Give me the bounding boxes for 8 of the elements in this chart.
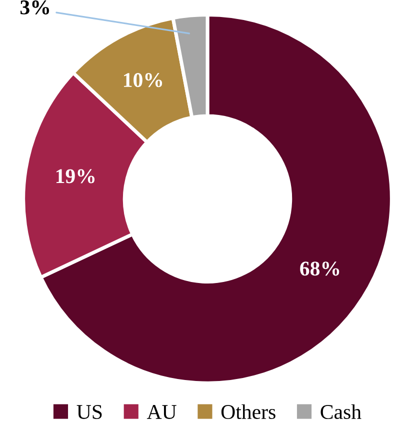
data-label: 19% (56, 169, 95, 184)
legend-label: Others (221, 404, 276, 420)
legend-label: Cash (320, 404, 362, 420)
legend-label: AU (146, 405, 176, 420)
data-label: 10% (124, 73, 162, 88)
data-label: 3% (20, 0, 50, 14)
legend-label: US (76, 405, 102, 420)
data-label: 68% (300, 262, 340, 276)
